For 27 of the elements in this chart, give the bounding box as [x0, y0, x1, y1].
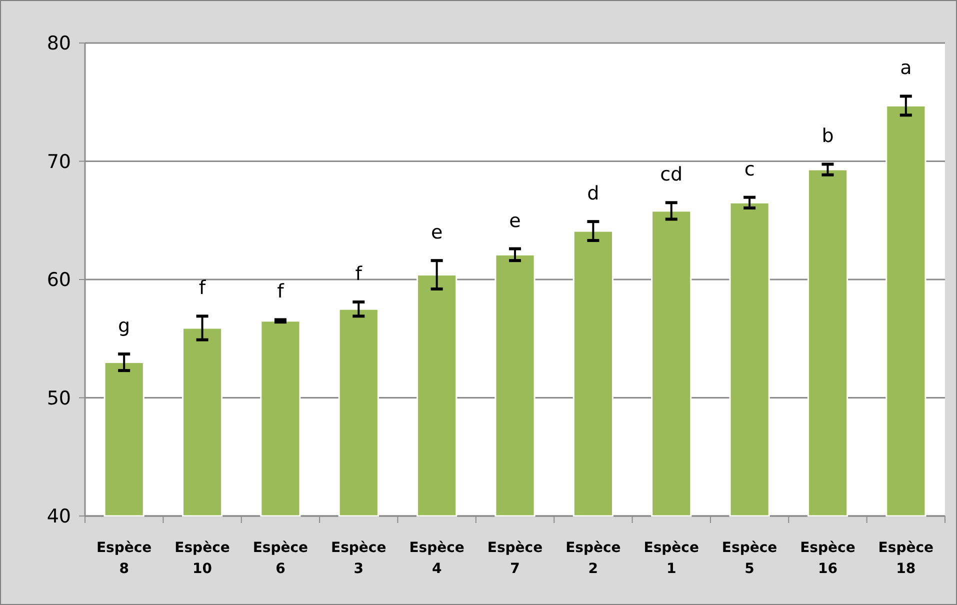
x-tick-label: Espèce 3: [331, 540, 386, 577]
y-tick-label: 50: [46, 387, 71, 410]
y-tick-label: 60: [46, 269, 71, 292]
y-tick-label: 80: [46, 32, 71, 55]
x-tick-label: Espèce 1: [644, 540, 699, 577]
x-tick-label: Espèce 4: [409, 540, 464, 577]
y-tick-label: 40: [46, 506, 71, 528]
annotation: f: [277, 280, 286, 303]
annotation: f: [198, 277, 207, 300]
annotation: b: [822, 125, 834, 148]
x-tick-label: Espèce 16: [800, 540, 856, 577]
x-tick-label: Espèce 18: [878, 540, 934, 577]
x-tick-label: Espèce 5: [722, 540, 778, 577]
annotation: e: [430, 222, 443, 244]
annotation: c: [744, 158, 755, 180]
x-tick-label: Espèce 6: [252, 540, 308, 577]
x-tick-label: Espèce 2: [566, 540, 621, 577]
annotation: e: [509, 210, 521, 232]
annotation: cd: [660, 164, 683, 186]
annotation: g: [118, 314, 130, 337]
x-tick-label: Espèce 8: [96, 540, 152, 577]
x-tick-label: Espèce 7: [487, 540, 543, 577]
x-tick-label: Espèce 10: [174, 540, 230, 577]
annotation: d: [587, 182, 600, 205]
annotation: f: [355, 262, 364, 285]
y-tick-label: 70: [46, 150, 71, 173]
annotation: a: [900, 57, 912, 80]
